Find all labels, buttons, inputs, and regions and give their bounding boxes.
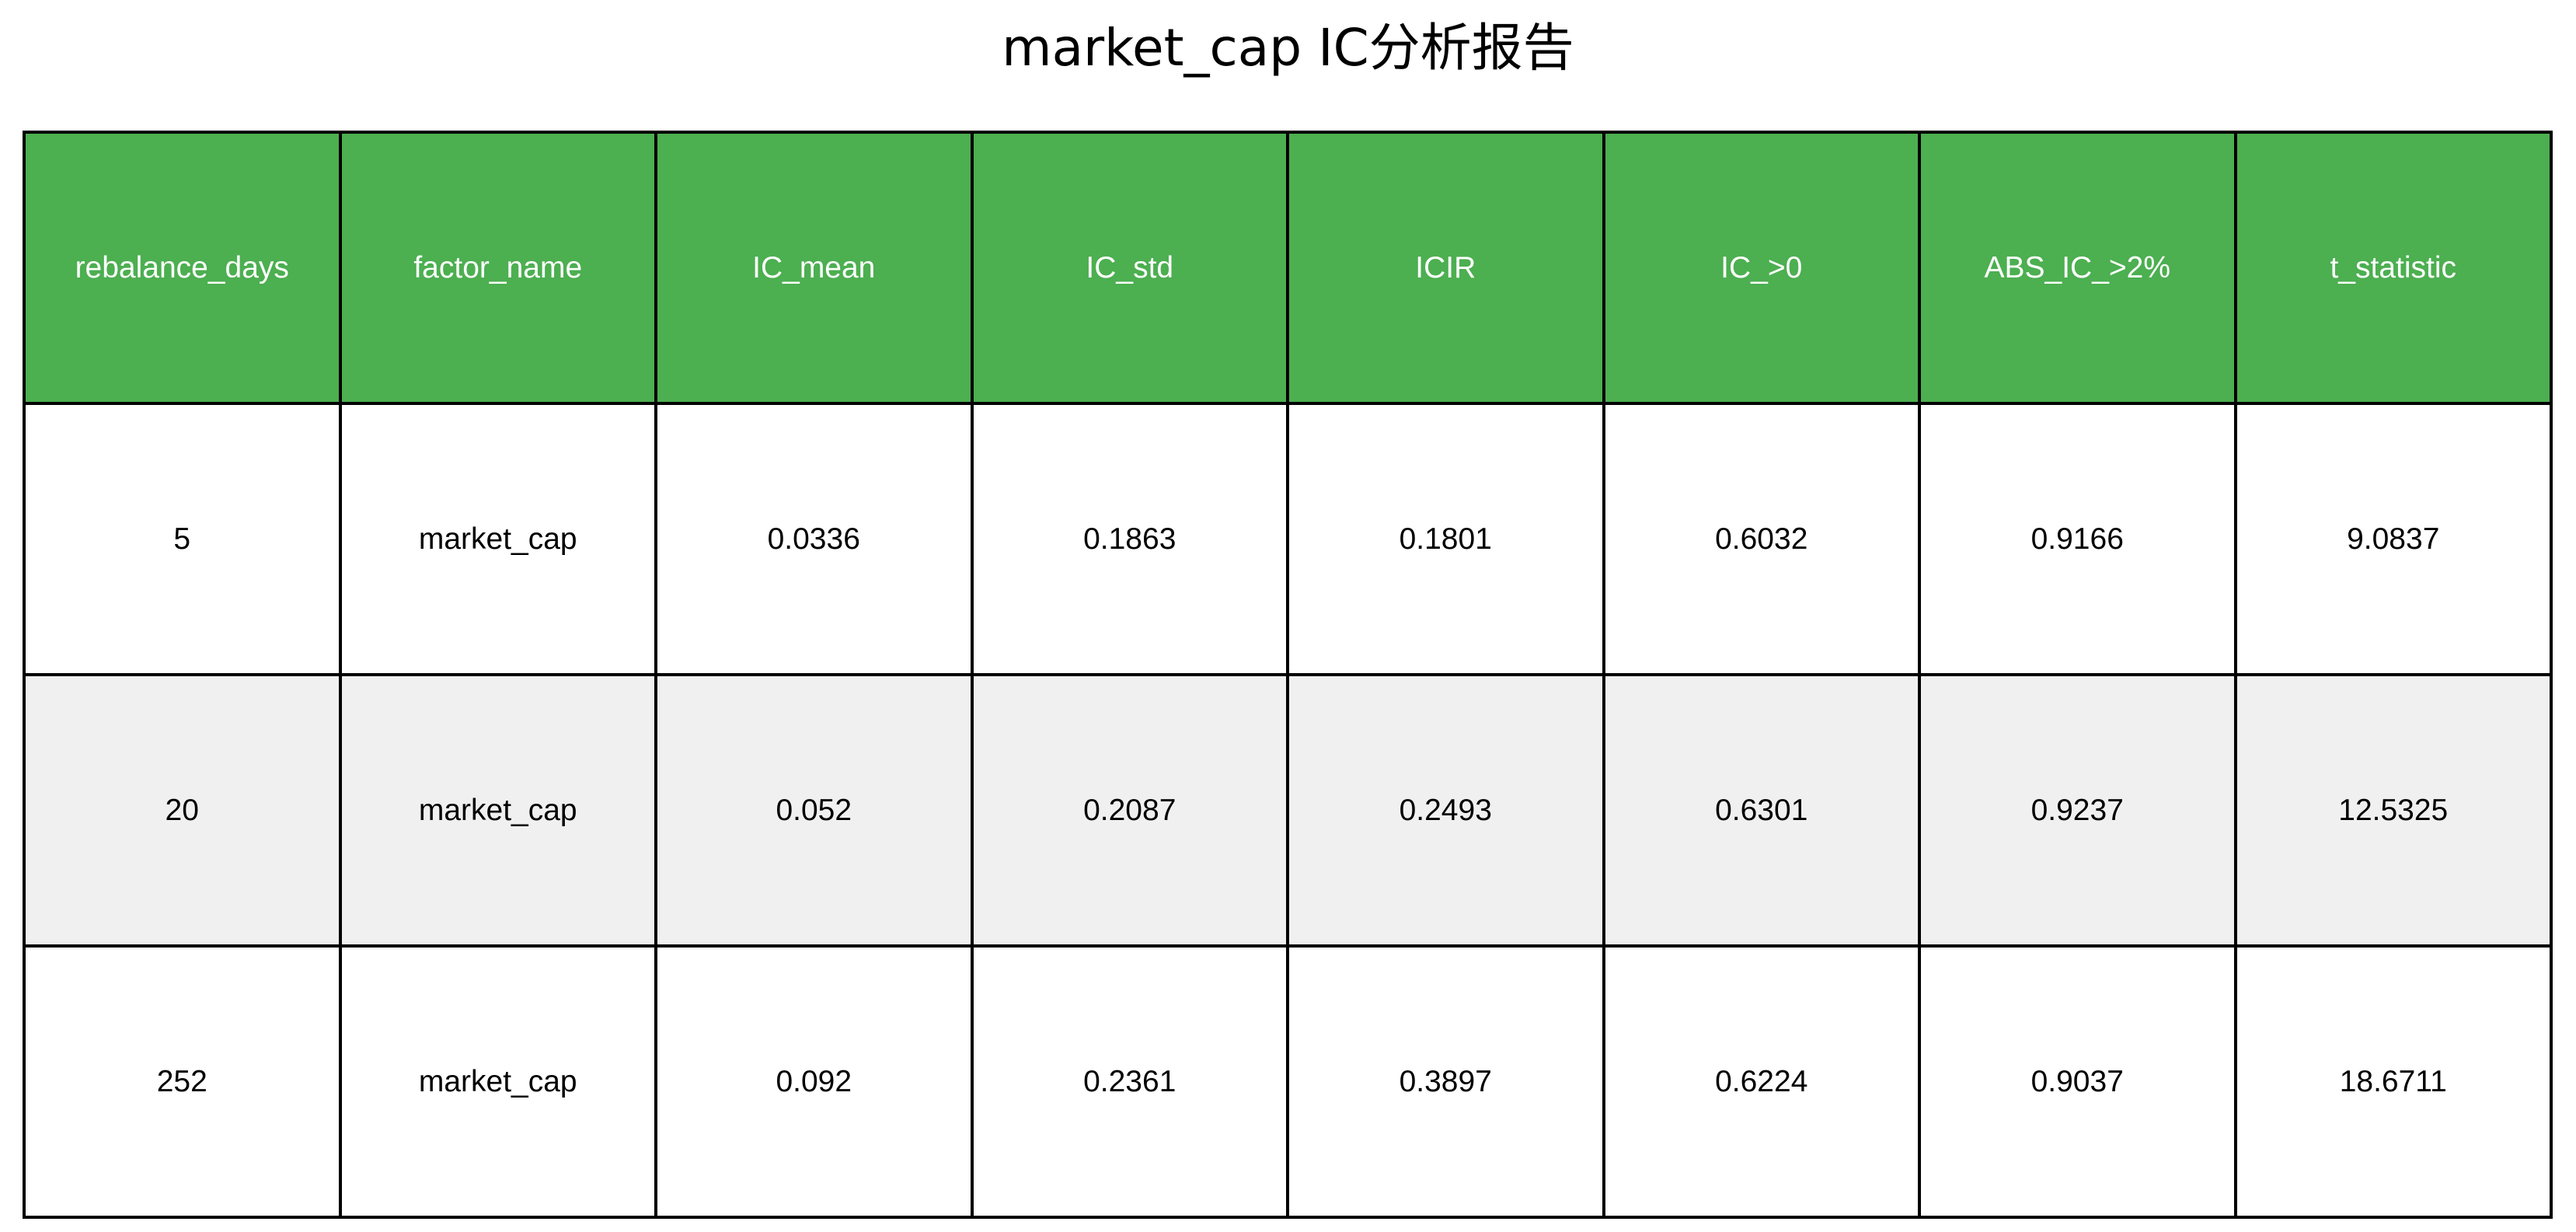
table-cell: 12.5325 [2233,673,2553,948]
table-cell: 18.6711 [2233,944,2553,1219]
column-header-t-statistic: t_statistic [2233,131,2553,405]
column-header-icir: ICIR [1286,131,1605,405]
table-cell: 0.2493 [1286,673,1605,948]
table-cell: 9.0837 [2233,402,2553,676]
table-cell: 0.052 [654,673,974,948]
table-cell: 252 [23,944,342,1219]
column-header-factor-name: factor_name [338,131,657,405]
table-cell: 0.6032 [1602,402,1921,676]
table-row: 5 market_cap 0.0336 0.1863 0.1801 0.6032… [23,402,2553,676]
table-cell: 0.092 [654,944,974,1219]
page-title: market_cap IC分析报告 [1002,18,1574,78]
table-cell: 20 [23,673,342,948]
table-cell: 0.9237 [1918,673,2237,948]
table-row: 20 market_cap 0.052 0.2087 0.2493 0.6301… [23,673,2553,948]
column-header-ic-mean: IC_mean [654,131,974,405]
table-cell: 0.3897 [1286,944,1605,1219]
table-cell: 0.9166 [1918,402,2237,676]
table-cell: market_cap [338,402,657,676]
column-header-rebalance-days: rebalance_days [23,131,342,405]
table-cell: 0.1801 [1286,402,1605,676]
table-header-row: rebalance_days factor_name IC_mean IC_st… [23,131,2553,405]
column-header-abs-ic-gt-2pct: ABS_IC_>2% [1918,131,2237,405]
table-cell: 0.6301 [1602,673,1921,948]
ic-report-table-container: rebalance_days factor_name IC_mean IC_st… [23,131,2553,1219]
column-header-ic-std: IC_std [970,131,1289,405]
table-cell: 5 [23,402,342,676]
ic-report-table: rebalance_days factor_name IC_mean IC_st… [23,131,2553,1219]
table-cell: 0.9037 [1918,944,2237,1219]
table-cell: 0.6224 [1602,944,1921,1219]
table-cell: 0.2087 [970,673,1289,948]
table-row: 252 market_cap 0.092 0.2361 0.3897 0.622… [23,944,2553,1219]
table-cell: market_cap [338,944,657,1219]
table-cell: market_cap [338,673,657,948]
table-cell: 0.1863 [970,402,1289,676]
column-header-ic-positive: IC_>0 [1602,131,1921,405]
table-cell: 0.0336 [654,402,974,676]
table-cell: 0.2361 [970,944,1289,1219]
